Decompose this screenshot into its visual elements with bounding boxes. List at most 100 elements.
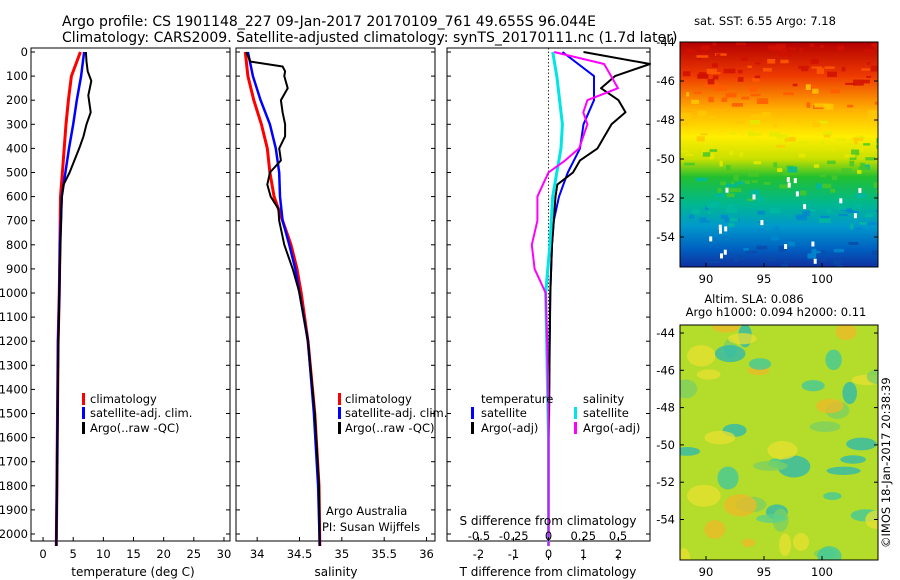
sst-texture-block <box>738 69 743 74</box>
sst-texture-block <box>702 152 711 157</box>
s-difference-axis-label: S difference from climatology <box>460 514 637 528</box>
diff-legend-s-satellite: satellite <box>583 406 629 420</box>
sst-texture-block <box>736 42 746 46</box>
salinity-profile-panel: 34 34.5 35 35.5 36 salinity climatology sate… <box>235 47 447 579</box>
sst-texture-block <box>820 45 825 49</box>
series-line-satellite-adj-clim- <box>246 51 322 547</box>
sla-anomaly-blob <box>825 349 842 371</box>
depth-tick-label: 1000 <box>0 286 28 300</box>
sst-texture-block <box>696 57 703 60</box>
sst-texture-block <box>747 198 759 201</box>
sst-texture-block <box>714 53 727 56</box>
sla-anomaly-blob <box>809 421 841 433</box>
sst-texture-block <box>861 68 871 71</box>
sst-texture-block <box>811 248 817 254</box>
sst-texture-block <box>775 225 780 231</box>
sst-texture-block <box>700 45 711 51</box>
depth-tick-label: 2000 <box>0 527 28 541</box>
x-tick-label: 30 <box>217 547 232 561</box>
sst-texture-block <box>855 147 864 152</box>
sst-texture-block <box>769 131 781 137</box>
sst-texture-block <box>747 65 752 68</box>
sst-texture-block <box>724 217 730 223</box>
sst-texture-block <box>854 138 858 145</box>
legend-swatch-t-satellite <box>471 407 474 419</box>
lat-tick-label: -54 <box>656 513 675 527</box>
sst-missing-pixel <box>752 194 756 200</box>
sst-missing-pixel <box>718 224 722 230</box>
depth-tick-label: 700 <box>6 214 28 228</box>
sst-texture-block <box>709 153 714 160</box>
sst-texture-block <box>723 68 736 74</box>
sst-texture-block <box>818 218 831 223</box>
sst-texture-block <box>849 160 855 167</box>
sst-texture-block <box>871 43 878 47</box>
sst-texture-block <box>749 86 757 92</box>
sla-anomaly-blob <box>686 345 716 367</box>
sst-texture-block <box>707 211 711 215</box>
sst-texture-block <box>867 222 872 226</box>
sal-legend-climatology: climatology <box>345 392 412 406</box>
sla-anomaly-blob <box>826 466 861 475</box>
sst-texture-block <box>855 194 867 199</box>
sla-anomaly-blob <box>753 460 788 471</box>
legend-swatch-climatology <box>338 393 341 405</box>
sst-texture-block <box>707 78 715 85</box>
depth-tick-label: 1800 <box>0 479 28 493</box>
sst-texture-block <box>821 140 825 146</box>
lon-tick-label: 95 <box>757 272 772 286</box>
sst-texture-block <box>700 144 704 148</box>
sst-texture-block <box>728 223 735 227</box>
sst-texture-block <box>827 71 837 78</box>
sst-texture-block <box>726 208 738 213</box>
sst-texture-block <box>721 97 728 102</box>
sst-texture-block <box>689 214 695 219</box>
sst-map-title: sat. SST: 6.55 Argo: 7.18 <box>694 14 836 28</box>
sst-texture-block <box>838 213 848 217</box>
sst-texture-block <box>862 79 870 84</box>
depth-tick-label: 1600 <box>0 431 28 445</box>
sst-texture-block <box>847 104 854 108</box>
series-line-salinity-argo-adj- <box>530 51 619 546</box>
sla-anomaly-blob <box>767 441 798 460</box>
depth-tick-label: 1700 <box>0 455 28 469</box>
sst-texture-block <box>780 264 788 267</box>
temp-legend-satellite: satellite-adj. clim. <box>90 406 192 420</box>
sst-texture-block <box>816 68 825 74</box>
sst-texture-block <box>853 79 864 86</box>
depth-tick-label: 1300 <box>0 358 28 372</box>
sst-texture-block <box>827 160 836 165</box>
lat-tick-label: -52 <box>656 191 675 205</box>
sst-texture-block <box>680 149 689 153</box>
x-tick-label: 35 <box>335 547 350 561</box>
sst-texture-block <box>776 134 789 140</box>
sla-anomaly-blob <box>680 379 698 399</box>
sst-texture-block <box>743 248 749 251</box>
sst-texture-block <box>864 213 873 218</box>
sst-texture-block <box>751 180 758 183</box>
sst-texture-block <box>871 221 877 225</box>
sst-texture-block <box>814 251 824 254</box>
sst-texture-block <box>874 101 878 105</box>
sst-texture-block <box>866 62 871 65</box>
x-tick-label: 2 <box>615 547 622 561</box>
x-tick-label: 34 <box>250 547 265 561</box>
sst-texture-block <box>837 207 847 210</box>
x-tick-label: 34.5 <box>287 547 313 561</box>
sst-texture-block <box>800 190 807 196</box>
sst-texture-block <box>680 113 691 119</box>
x-tick-label: 0 <box>545 547 552 561</box>
sla-anomaly-blob <box>840 455 866 464</box>
sst-texture-block <box>714 193 725 198</box>
sst-texture-block <box>737 77 744 82</box>
lon-tick-label: 100 <box>811 272 833 286</box>
sst-texture-block <box>806 102 811 108</box>
sst-texture-block <box>769 208 781 214</box>
sst-texture-block <box>876 190 878 193</box>
depth-tick-label: 300 <box>6 117 28 131</box>
sla-anomaly-blob <box>696 369 721 380</box>
sst-texture-block <box>776 145 786 148</box>
x-tick-label: -2 <box>473 547 484 561</box>
sst-texture-block <box>809 85 820 92</box>
sla-anomaly-blob <box>865 510 878 529</box>
